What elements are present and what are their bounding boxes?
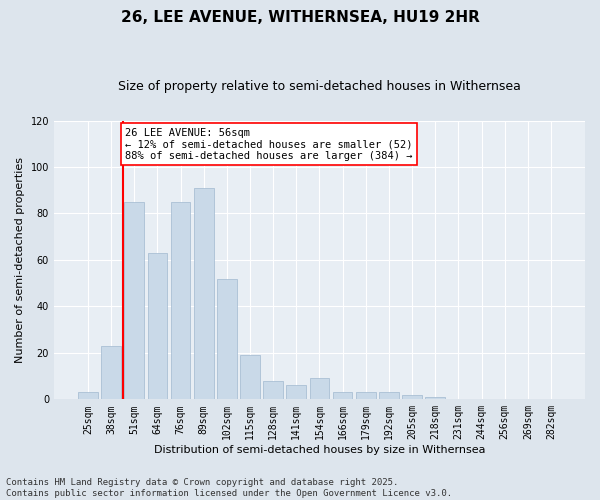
Bar bbox=[78, 392, 98, 400]
Text: Contains HM Land Registry data © Crown copyright and database right 2025.
Contai: Contains HM Land Registry data © Crown c… bbox=[6, 478, 452, 498]
Text: 26 LEE AVENUE: 56sqm
← 12% of semi-detached houses are smaller (52)
88% of semi-: 26 LEE AVENUE: 56sqm ← 12% of semi-detac… bbox=[125, 128, 412, 160]
Bar bbox=[333, 392, 352, 400]
Bar bbox=[402, 394, 422, 400]
Bar bbox=[286, 386, 306, 400]
Text: 26, LEE AVENUE, WITHERNSEA, HU19 2HR: 26, LEE AVENUE, WITHERNSEA, HU19 2HR bbox=[121, 10, 479, 25]
Y-axis label: Number of semi-detached properties: Number of semi-detached properties bbox=[15, 157, 25, 363]
Bar bbox=[124, 202, 144, 400]
Bar bbox=[240, 355, 260, 400]
X-axis label: Distribution of semi-detached houses by size in Withernsea: Distribution of semi-detached houses by … bbox=[154, 445, 485, 455]
Bar bbox=[148, 253, 167, 400]
Bar bbox=[379, 392, 399, 400]
Title: Size of property relative to semi-detached houses in Withernsea: Size of property relative to semi-detach… bbox=[118, 80, 521, 93]
Bar bbox=[194, 188, 214, 400]
Bar bbox=[101, 346, 121, 400]
Bar bbox=[217, 278, 236, 400]
Bar bbox=[356, 392, 376, 400]
Bar bbox=[425, 397, 445, 400]
Bar bbox=[263, 380, 283, 400]
Bar bbox=[310, 378, 329, 400]
Bar bbox=[170, 202, 190, 400]
